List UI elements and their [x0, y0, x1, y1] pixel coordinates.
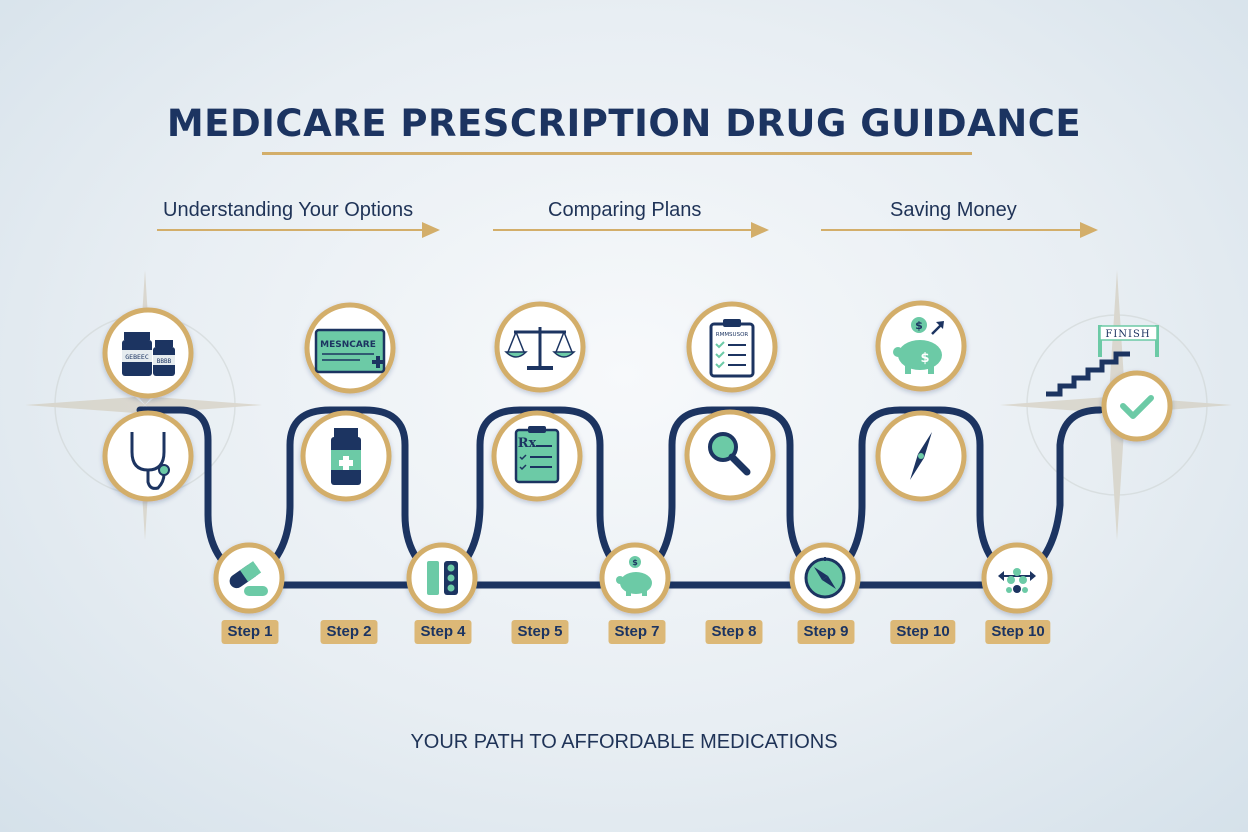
rx-prescription-icon: Rx: [491, 410, 583, 502]
compass-dial-icon: [789, 542, 861, 614]
step-label: Step 5: [511, 620, 569, 644]
phase-saving-money: Saving Money: [890, 199, 1017, 221]
step-label: Step 8: [705, 620, 763, 644]
step-label: Step 7: [608, 620, 666, 644]
piggy-bank-savings-icon: $ $: [875, 300, 967, 392]
step-label: Step 10: [985, 620, 1051, 644]
step-label: Step 10: [890, 620, 956, 644]
svg-text:$: $: [920, 351, 929, 366]
stethoscope-icon: [102, 410, 194, 502]
title-underline: [262, 152, 972, 155]
finish-line-stairs-icon: FINISH: [1046, 325, 1159, 397]
svg-text:$: $: [632, 558, 638, 567]
svg-text:BBBB: BBBB: [157, 358, 172, 365]
medicare-card-icon: MESNCARE: [304, 302, 396, 394]
balance-scale-icon: [494, 301, 586, 393]
svg-text:FINISH: FINISH: [1105, 329, 1150, 340]
svg-text:$: $: [915, 319, 923, 332]
tagline: YOUR PATH TO AFFORDABLE MEDICATIONS: [410, 731, 838, 753]
svg-text:MESNCARE: MESNCARE: [320, 340, 376, 350]
medicine-bottle-icon: [300, 410, 392, 502]
medication-bottles-icon: GEBEEC BBBB: [102, 307, 194, 399]
pill-organizer-icon: [406, 542, 478, 614]
step-label: Step 2: [320, 620, 378, 644]
step-label: Step 1: [221, 620, 279, 644]
phase-comparing-plans: Comparing Plans: [548, 199, 702, 221]
network-arrows-icon: [981, 542, 1053, 614]
step-label: Step 4: [414, 620, 472, 644]
page-title: MEDICARE PRESCRIPTION DRUG GUIDANCE: [166, 102, 1082, 145]
checklist-clipboard-icon: RMMSUSOR: [686, 301, 778, 393]
phase-understanding-options: Understanding Your Options: [163, 199, 414, 221]
svg-text:RMMSUSOR: RMMSUSOR: [716, 332, 749, 338]
magnifying-glass-icon: [684, 409, 776, 501]
piggy-bank-icon: $: [599, 542, 671, 614]
svg-text:Rx: Rx: [518, 436, 537, 451]
pills-capsule-icon: [213, 542, 285, 614]
compass-needle-icon: [875, 410, 967, 502]
step-label: Step 9: [797, 620, 855, 644]
checkmark-complete-icon: [1101, 370, 1173, 442]
svg-text:GEBEEC: GEBEEC: [125, 353, 149, 361]
